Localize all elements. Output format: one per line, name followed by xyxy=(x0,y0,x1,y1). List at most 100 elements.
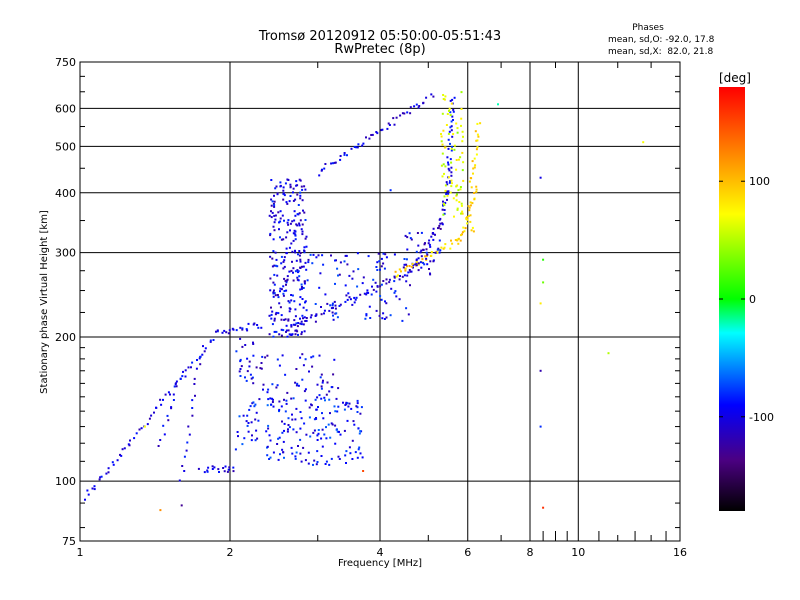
echo-point xyxy=(395,116,398,119)
echo-point xyxy=(272,335,275,338)
echo-point xyxy=(310,314,313,317)
echo-point xyxy=(380,265,383,268)
echo-point xyxy=(181,465,184,467)
echo-point xyxy=(270,313,273,316)
echo-point xyxy=(443,209,446,211)
echo-point xyxy=(416,232,419,234)
echo-point xyxy=(344,300,347,303)
echo-point xyxy=(443,98,446,101)
echo-point xyxy=(408,232,411,235)
echo-point xyxy=(294,198,297,201)
echo-point xyxy=(299,288,302,291)
echo-point xyxy=(285,252,288,255)
echo-point xyxy=(315,313,318,316)
echo-point xyxy=(404,269,407,272)
echo-point xyxy=(299,322,302,325)
echo-point xyxy=(307,258,310,261)
echo-point xyxy=(235,329,238,332)
echo-point xyxy=(479,122,482,125)
echo-point xyxy=(401,275,404,278)
echo-point xyxy=(444,201,447,204)
echo-point xyxy=(359,412,362,415)
echo-point xyxy=(376,132,379,135)
echo-point xyxy=(277,437,280,440)
echo-point xyxy=(447,190,450,193)
echo-point xyxy=(269,456,272,459)
echo-point xyxy=(296,213,299,216)
echo-point xyxy=(201,353,204,356)
y-axis-label: Stationary phase Virtual Height [km] xyxy=(39,210,50,394)
echo-point xyxy=(293,229,296,232)
echo-point xyxy=(294,455,297,458)
echo-point xyxy=(312,355,315,358)
echo-point xyxy=(162,424,165,427)
echo-point xyxy=(295,407,298,410)
echo-point xyxy=(314,303,317,305)
x-axis-label: Frequency [MHz] xyxy=(338,558,422,569)
echo-point xyxy=(452,133,455,135)
echo-point xyxy=(324,293,327,296)
echo-point xyxy=(279,290,281,293)
echo-point xyxy=(354,451,357,454)
echo-point xyxy=(434,251,437,254)
echo-point xyxy=(388,278,391,281)
echo-point xyxy=(441,143,444,146)
x-ticks: 1 2 4 6 8 10 16 xyxy=(77,62,687,559)
echo-point xyxy=(299,197,302,200)
echo-point xyxy=(315,408,318,411)
echo-point xyxy=(278,410,280,413)
echo-point xyxy=(273,204,276,207)
echo-point xyxy=(285,402,288,405)
echo-point xyxy=(268,458,271,460)
echo-point xyxy=(320,455,323,457)
echo-point xyxy=(420,249,423,252)
echo-point xyxy=(300,417,303,420)
echo-point xyxy=(303,246,306,249)
echo-point xyxy=(296,382,299,385)
echo-point xyxy=(321,428,324,431)
echo-point xyxy=(387,122,390,125)
echo-point xyxy=(380,283,383,286)
echo-point xyxy=(475,190,478,193)
echo-point xyxy=(274,294,277,297)
echo-point xyxy=(456,184,459,187)
echo-point xyxy=(415,250,418,253)
echo-point xyxy=(471,226,474,229)
echo-point xyxy=(289,229,291,232)
echo-point xyxy=(331,302,334,305)
echo-point xyxy=(180,504,183,507)
echo-point xyxy=(282,192,285,195)
echo-point xyxy=(295,223,298,226)
echo-point xyxy=(311,365,314,368)
echo-point xyxy=(321,445,324,448)
echo-point xyxy=(273,289,275,292)
echo-point xyxy=(354,298,357,301)
echo-point xyxy=(238,370,241,373)
echo-point xyxy=(424,242,426,245)
echo-point xyxy=(397,274,399,277)
echo-point xyxy=(309,435,312,438)
echo-point xyxy=(256,324,259,326)
echo-point xyxy=(330,386,333,389)
echo-point xyxy=(99,476,102,479)
echo-point xyxy=(209,340,212,343)
echo-point xyxy=(444,95,447,98)
echo-point xyxy=(430,93,433,96)
echo-point xyxy=(270,216,273,219)
echo-point xyxy=(305,433,308,436)
echo-point xyxy=(303,316,306,319)
echo-point xyxy=(339,158,342,161)
echo-point xyxy=(403,274,406,277)
echo-point xyxy=(459,186,462,188)
echo-point xyxy=(278,302,281,305)
echo-point xyxy=(287,300,290,303)
echo-point xyxy=(288,307,291,310)
echo-point xyxy=(451,135,454,138)
echo-point xyxy=(280,255,283,258)
echo-point xyxy=(425,258,428,261)
echo-point xyxy=(444,243,447,246)
echo-point xyxy=(418,105,421,107)
echo-point xyxy=(285,283,287,286)
echo-point xyxy=(542,258,545,261)
